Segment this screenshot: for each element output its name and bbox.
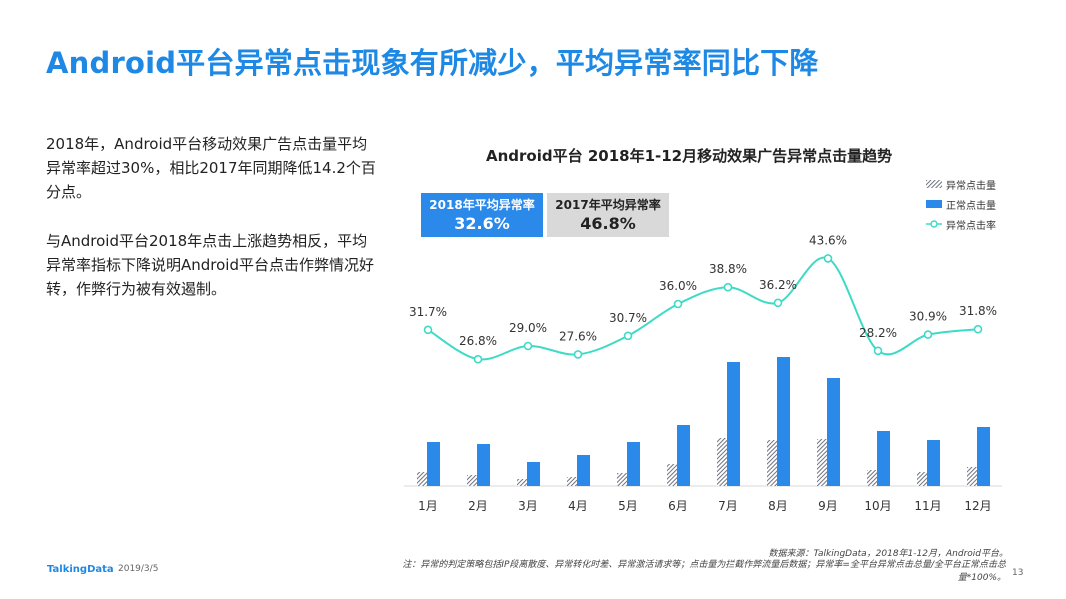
rate-label-8: 36.2% [759,278,797,292]
bar-abnormal-8 [767,440,777,486]
legend-swatch-normal [926,200,942,208]
rate-point-7 [723,282,733,292]
rate-point-8 [773,298,783,308]
bar-normal-8 [777,357,790,486]
rate-label-2: 26.8% [459,334,497,348]
rate-point-10 [873,346,883,356]
bar-abnormal-1 [417,472,427,486]
x-tick-label-5: 5月 [618,499,638,513]
legend-item-normal: 正常点击量 [926,194,996,214]
bar-normal-1 [427,442,440,486]
legend-item-rate: 异常点击率 [926,214,996,234]
legend-label-rate: 异常点击率 [946,220,996,232]
rate-label-12: 31.8% [959,304,997,318]
bar-abnormal-7 [717,438,727,486]
bar-normal-6 [677,425,690,486]
legend-label-normal: 正常点击量 [946,200,996,212]
summary-paragraph-1: 2018年，Android平台移动效果广告点击量平均异常率超过30%，相比201… [46,135,376,201]
rate-point-11 [923,330,933,339]
rate-label-11: 30.9% [909,310,947,324]
x-tick-label-10: 10月 [864,499,891,513]
x-tick-label-6: 6月 [668,499,688,513]
bar-normal-12 [977,427,990,486]
bar-abnormal-3 [517,479,527,486]
rate-label-3: 29.0% [509,321,547,335]
avg-2018-box: 2018年平均异常率 32.6% [421,193,543,237]
avg-2018-label: 2018年平均异常率 [429,198,535,212]
legend-label-abnormal: 异常点击量 [946,180,996,192]
avg-2017-value: 46.8% [580,214,636,233]
bar-normal-11 [927,440,940,486]
bar-normal-9 [827,378,840,486]
x-tick-label-9: 9月 [818,499,838,513]
bar-normal-4 [577,455,590,486]
rate-point-3 [523,341,533,351]
x-tick-label-7: 7月 [718,499,738,513]
bar-abnormal-2 [467,475,477,486]
rate-point-9 [823,254,833,263]
chart-title: Android平台 2018年1-12月移动效果广告异常点击量趋势 [486,147,893,165]
x-tick-label-4: 4月 [568,499,588,513]
rate-label-1: 31.7% [409,305,447,319]
page-title: Android平台异常点击现象有所减少，平均异常率同比下降 [46,46,819,80]
rate-point-12 [973,324,983,334]
legend-item-abnormal: 异常点击量 [926,174,996,194]
page-date: 2019/3/5 [118,564,159,574]
x-tick-label-11: 11月 [914,499,941,513]
rate-label-6: 36.0% [659,279,697,293]
rate-point-5 [623,331,633,341]
x-tick-label-12: 12月 [964,499,991,513]
bar-abnormal-4 [567,477,577,486]
legend-swatch-rate [926,220,942,228]
rate-point-4 [573,350,583,359]
rate-point-6 [673,299,683,309]
rate-label-9: 43.6% [809,233,847,247]
bar-abnormal-6 [667,464,677,486]
rate-line [427,256,979,361]
footnote: 注：异常的判定策略包括IP段离散度、异常转化时差、异常激活请求等；点击量为拦截作… [402,560,1006,583]
bar-normal-2 [477,444,490,486]
bar-normal-3 [527,462,540,486]
avg-2018-value: 32.6% [454,214,510,233]
x-tick-label-3: 3月 [518,499,538,513]
rate-point-2 [473,354,483,364]
chart-legend: 异常点击量 正常点击量 异常点击率 [926,174,996,234]
page-number: 13 [1012,568,1024,578]
avg-2017-box: 2017年平均异常率 46.8% [547,193,669,237]
bar-normal-5 [627,442,640,486]
rate-label-4: 27.6% [559,329,597,343]
summary-paragraph-2: 与Android平台2018年点击上涨趋势相反，平均异常率指标下降说明Andro… [46,232,374,298]
bar-abnormal-10 [867,470,877,486]
data-source: 数据来源：TalkingData，2018年1-12月，Android平台。 [768,549,1008,559]
bar-normal-10 [877,431,890,486]
x-tick-label-1: 1月 [418,499,438,513]
rate-label-7: 38.8% [709,262,747,276]
bar-abnormal-11 [917,472,927,486]
avg-2017-label: 2017年平均异常率 [555,198,661,212]
bar-abnormal-12 [967,467,977,486]
rate-label-5: 30.7% [609,311,647,325]
x-tick-label-8: 8月 [768,499,788,513]
rate-label-10: 28.2% [859,326,897,340]
bar-normal-7 [727,362,740,486]
bar-abnormal-5 [617,473,627,486]
rate-point-1 [423,325,433,335]
brand-logo-text: TalkingData [47,564,114,575]
bar-abnormal-9 [817,439,827,486]
legend-swatch-abnormal [926,180,942,188]
x-tick-label-2: 2月 [468,499,488,513]
